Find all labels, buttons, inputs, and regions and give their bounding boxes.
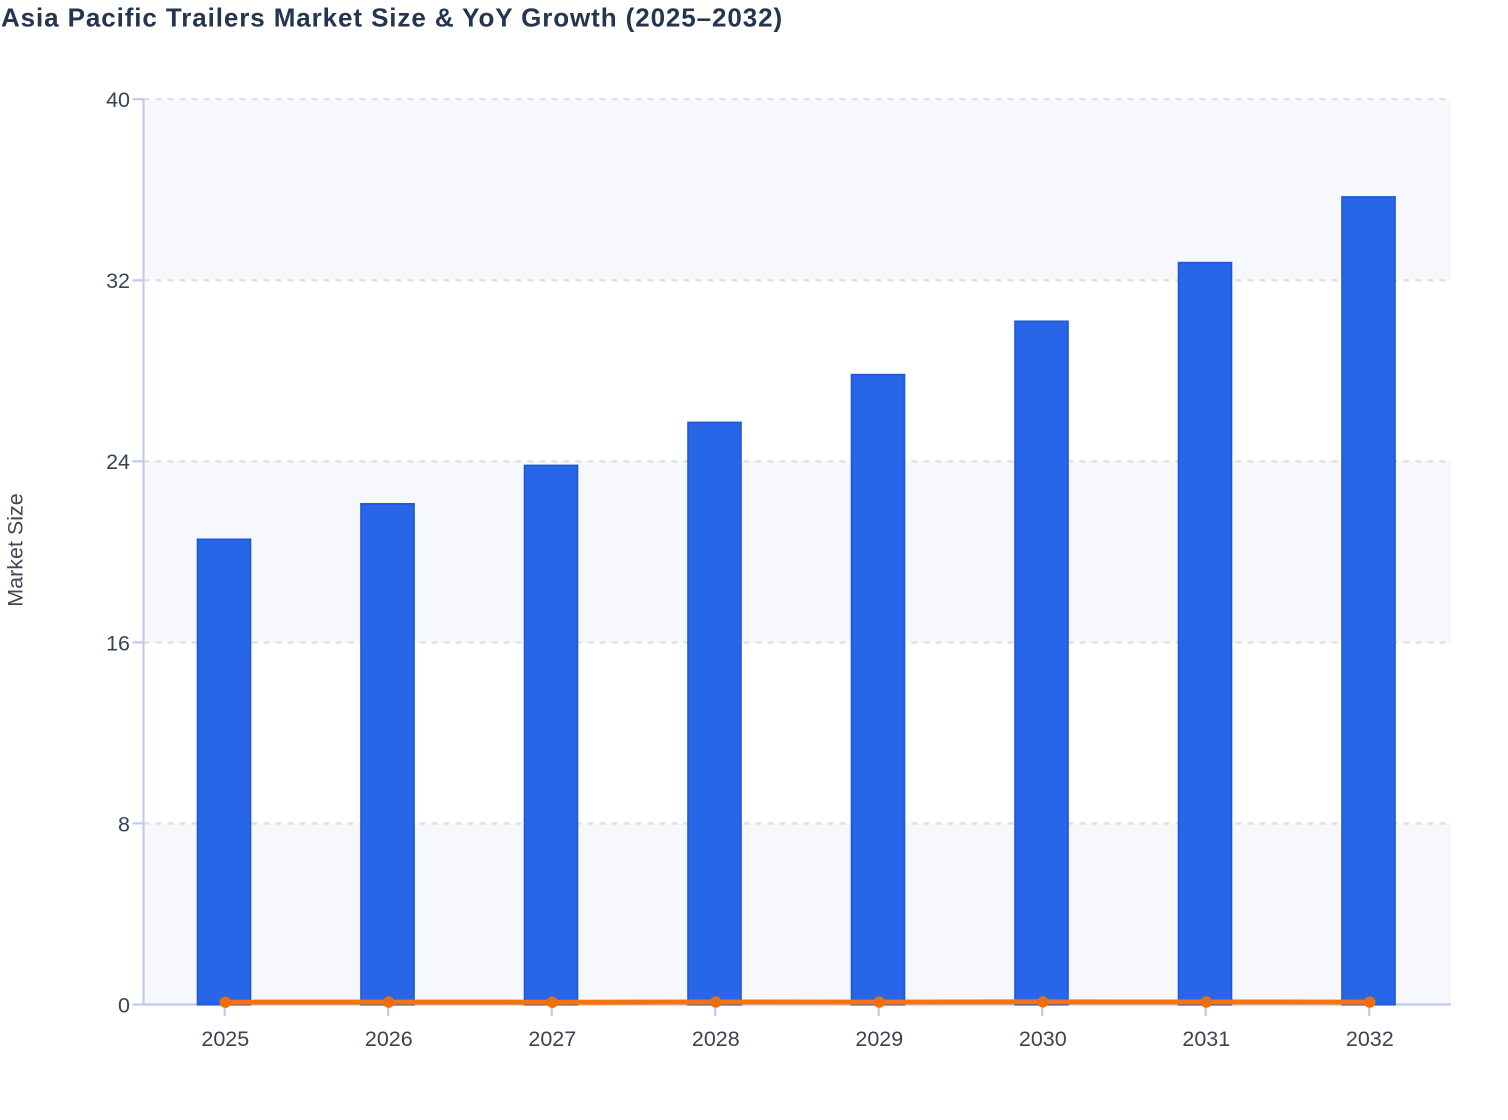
svg-text:Market Size: Market Size bbox=[4, 493, 28, 607]
svg-text:0: 0 bbox=[118, 993, 130, 1017]
svg-text:Asia Pacific Trailers Market S: Asia Pacific Trailers Market Size & YoY … bbox=[1, 3, 783, 33]
svg-text:2025: 2025 bbox=[201, 1027, 249, 1051]
svg-text:24: 24 bbox=[106, 450, 130, 474]
svg-text:2032: 2032 bbox=[1346, 1027, 1394, 1051]
svg-text:32: 32 bbox=[106, 269, 130, 293]
svg-text:2030: 2030 bbox=[1019, 1027, 1067, 1051]
svg-text:16: 16 bbox=[106, 631, 130, 655]
svg-text:40: 40 bbox=[106, 88, 130, 112]
svg-text:2031: 2031 bbox=[1182, 1027, 1230, 1051]
svg-text:2026: 2026 bbox=[365, 1027, 413, 1051]
svg-text:8: 8 bbox=[118, 812, 130, 836]
svg-text:2028: 2028 bbox=[692, 1027, 740, 1051]
svg-text:2027: 2027 bbox=[528, 1027, 576, 1051]
svg-text:2029: 2029 bbox=[855, 1027, 903, 1051]
